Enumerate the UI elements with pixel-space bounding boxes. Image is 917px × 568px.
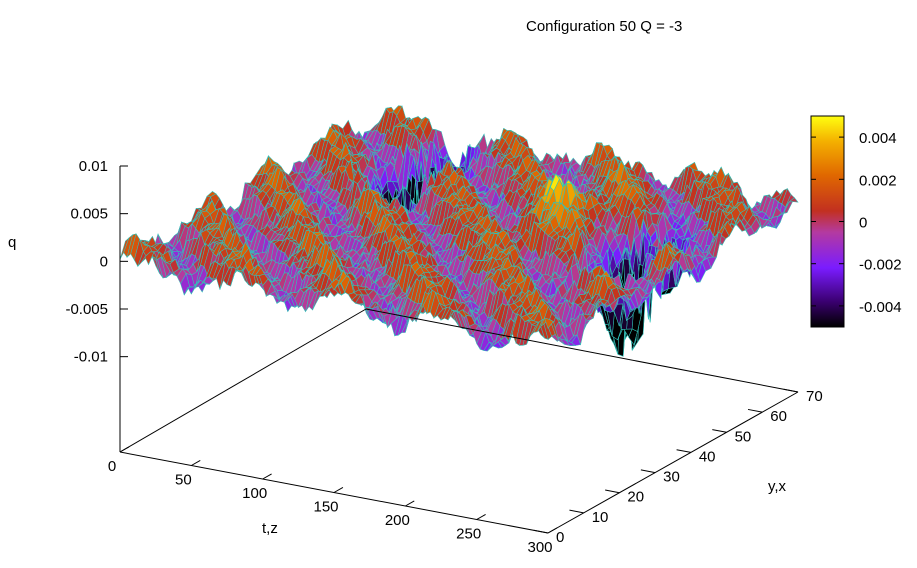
chart-title: Configuration 50 Q = -3 <box>526 18 682 35</box>
surface-mesh <box>119 105 799 357</box>
